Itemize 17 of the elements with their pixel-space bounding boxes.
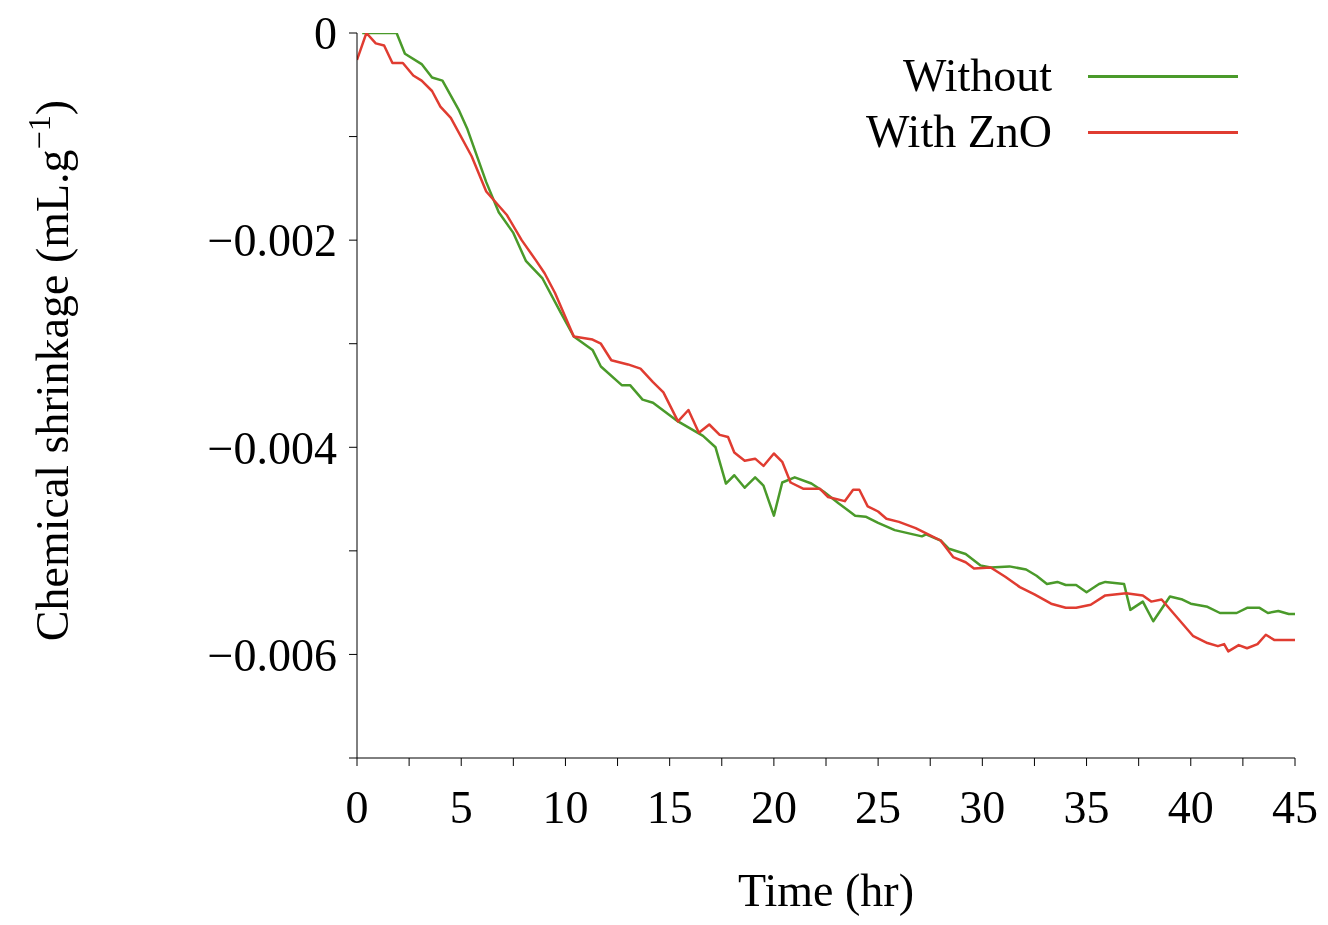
x-tick-label: 45 <box>1272 781 1318 833</box>
x-axis-title: Time (hr) <box>738 865 914 916</box>
x-tick-label: 20 <box>750 781 797 833</box>
x-tick-label: 35 <box>1063 781 1110 833</box>
x-tick-label: 0 <box>345 781 369 833</box>
legend-label: Without <box>903 49 1052 103</box>
x-tick-label: 30 <box>959 781 1006 833</box>
y-tick-label: −0.004 <box>207 422 337 474</box>
y-tick-label: −0.006 <box>207 629 337 681</box>
y-tick-label: 0 <box>314 8 337 60</box>
x-tick-label: 40 <box>1167 781 1214 833</box>
x-tick-label: 5 <box>449 781 473 833</box>
x-tick-label: 25 <box>855 781 902 833</box>
x-tick-label: 10 <box>542 781 589 833</box>
x-tick-label: 15 <box>646 781 693 833</box>
legend-label: With ZnO <box>866 105 1052 159</box>
y-tick-label: −0.002 <box>207 215 337 267</box>
